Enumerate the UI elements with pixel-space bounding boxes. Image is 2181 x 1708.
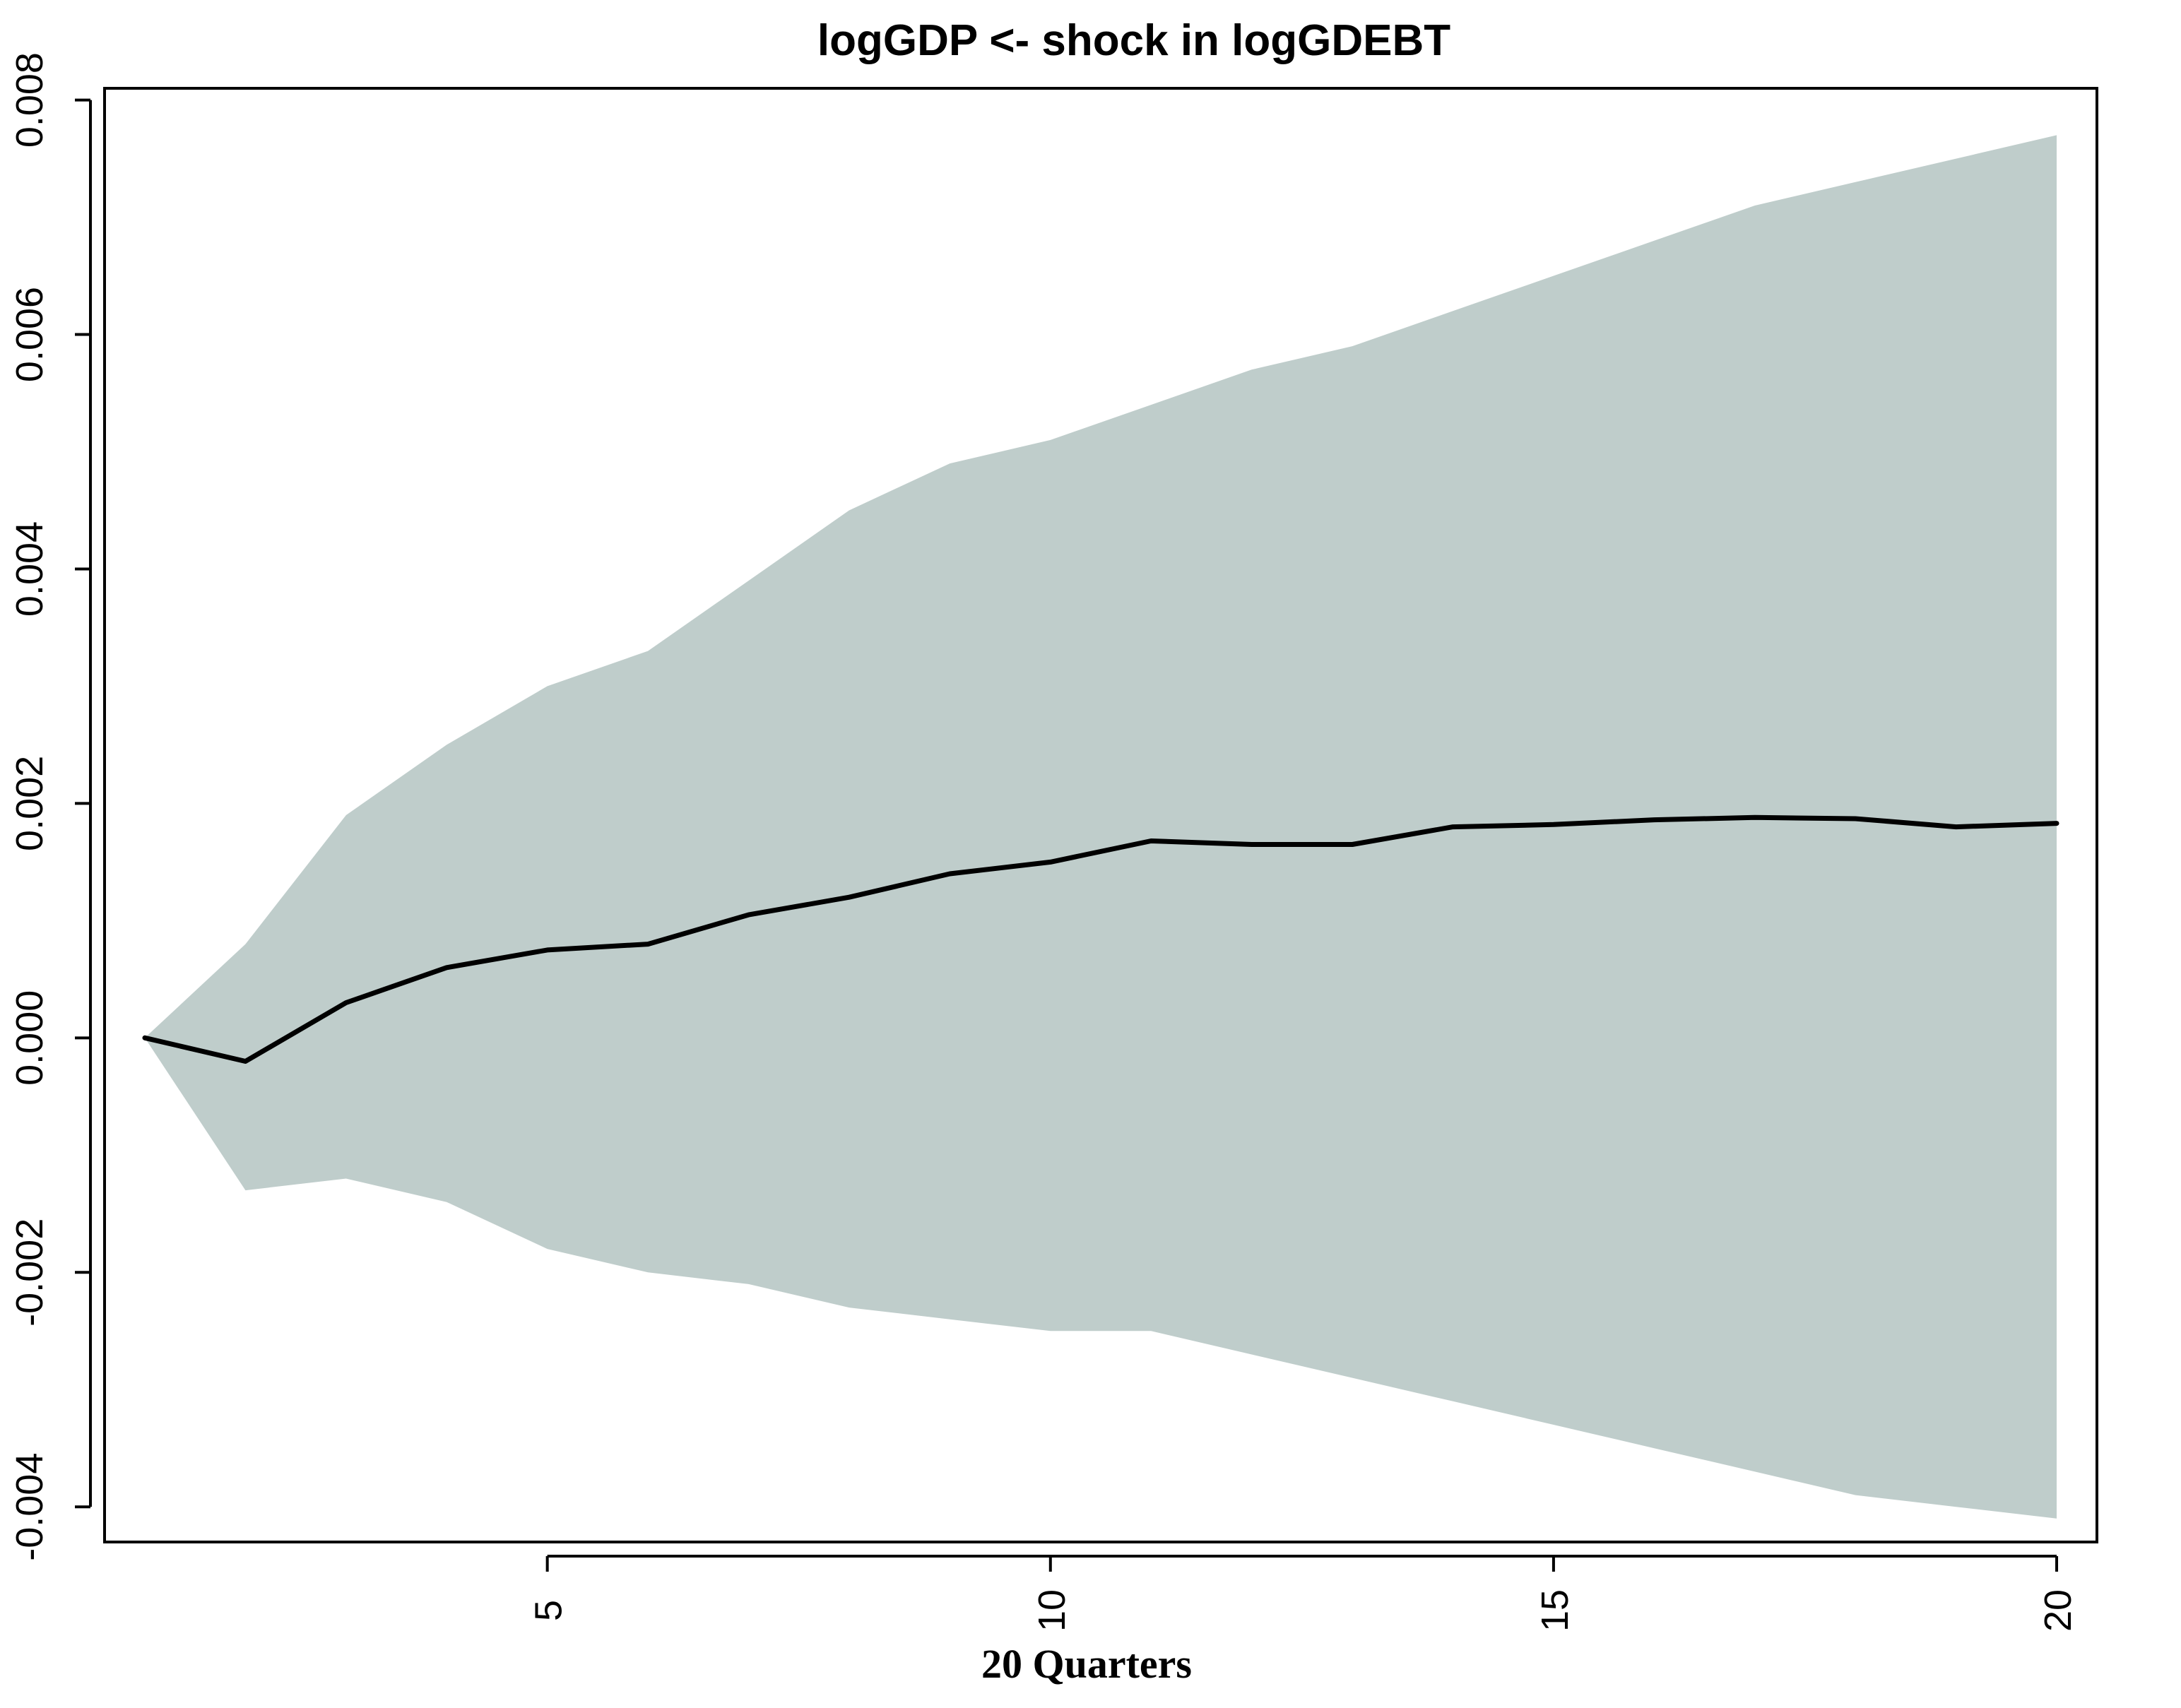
y-tick-label: -0.002 xyxy=(8,1218,51,1327)
response-point xyxy=(2055,822,2058,825)
response-point xyxy=(1048,860,1052,864)
chart-title: logGDP <- shock in logGDEBT xyxy=(817,16,1450,65)
response-point xyxy=(646,942,650,946)
response-point xyxy=(1250,843,1253,846)
confidence-band xyxy=(145,135,2057,1519)
y-tick-label: 0.008 xyxy=(8,52,51,148)
response-point xyxy=(1954,825,1958,829)
response-point xyxy=(847,896,851,899)
response-point xyxy=(747,913,750,917)
response-point xyxy=(1551,823,1555,826)
x-tick-label: 15 xyxy=(1534,1589,1576,1632)
response-point xyxy=(1854,817,1857,820)
x-tick-label: 10 xyxy=(1031,1589,1073,1632)
response-point xyxy=(344,1001,348,1004)
y-tick-label: 0.000 xyxy=(8,990,51,1086)
response-point xyxy=(143,1036,146,1040)
response-point xyxy=(545,948,549,951)
response-point xyxy=(1149,839,1153,843)
response-point xyxy=(1451,825,1455,829)
y-tick-label: 0.006 xyxy=(8,287,51,382)
y-tick-label: -0.004 xyxy=(8,1453,51,1561)
x-tick-label: 20 xyxy=(2037,1589,2079,1632)
response-point xyxy=(948,872,952,875)
response-point xyxy=(445,966,449,969)
response-line xyxy=(142,814,2059,1064)
response-point xyxy=(244,1060,247,1063)
response-point xyxy=(1351,843,1354,846)
x-tick-label: 5 xyxy=(528,1600,570,1621)
plot-area xyxy=(142,135,2059,1519)
y-tick-label: 0.004 xyxy=(8,521,51,617)
response-point xyxy=(1753,816,1756,819)
plot-frame xyxy=(103,87,2098,1543)
y-tick-label: 0.002 xyxy=(8,756,51,851)
y-axis: -0.004 -0.002 0.000 0.002 0.004 0.006 0.008 xyxy=(8,52,92,1561)
x-axis: 5 10 15 20 xyxy=(528,1555,2079,1632)
x-axis-label: 20 Quarters xyxy=(981,1641,1192,1687)
response-point xyxy=(1653,818,1656,822)
